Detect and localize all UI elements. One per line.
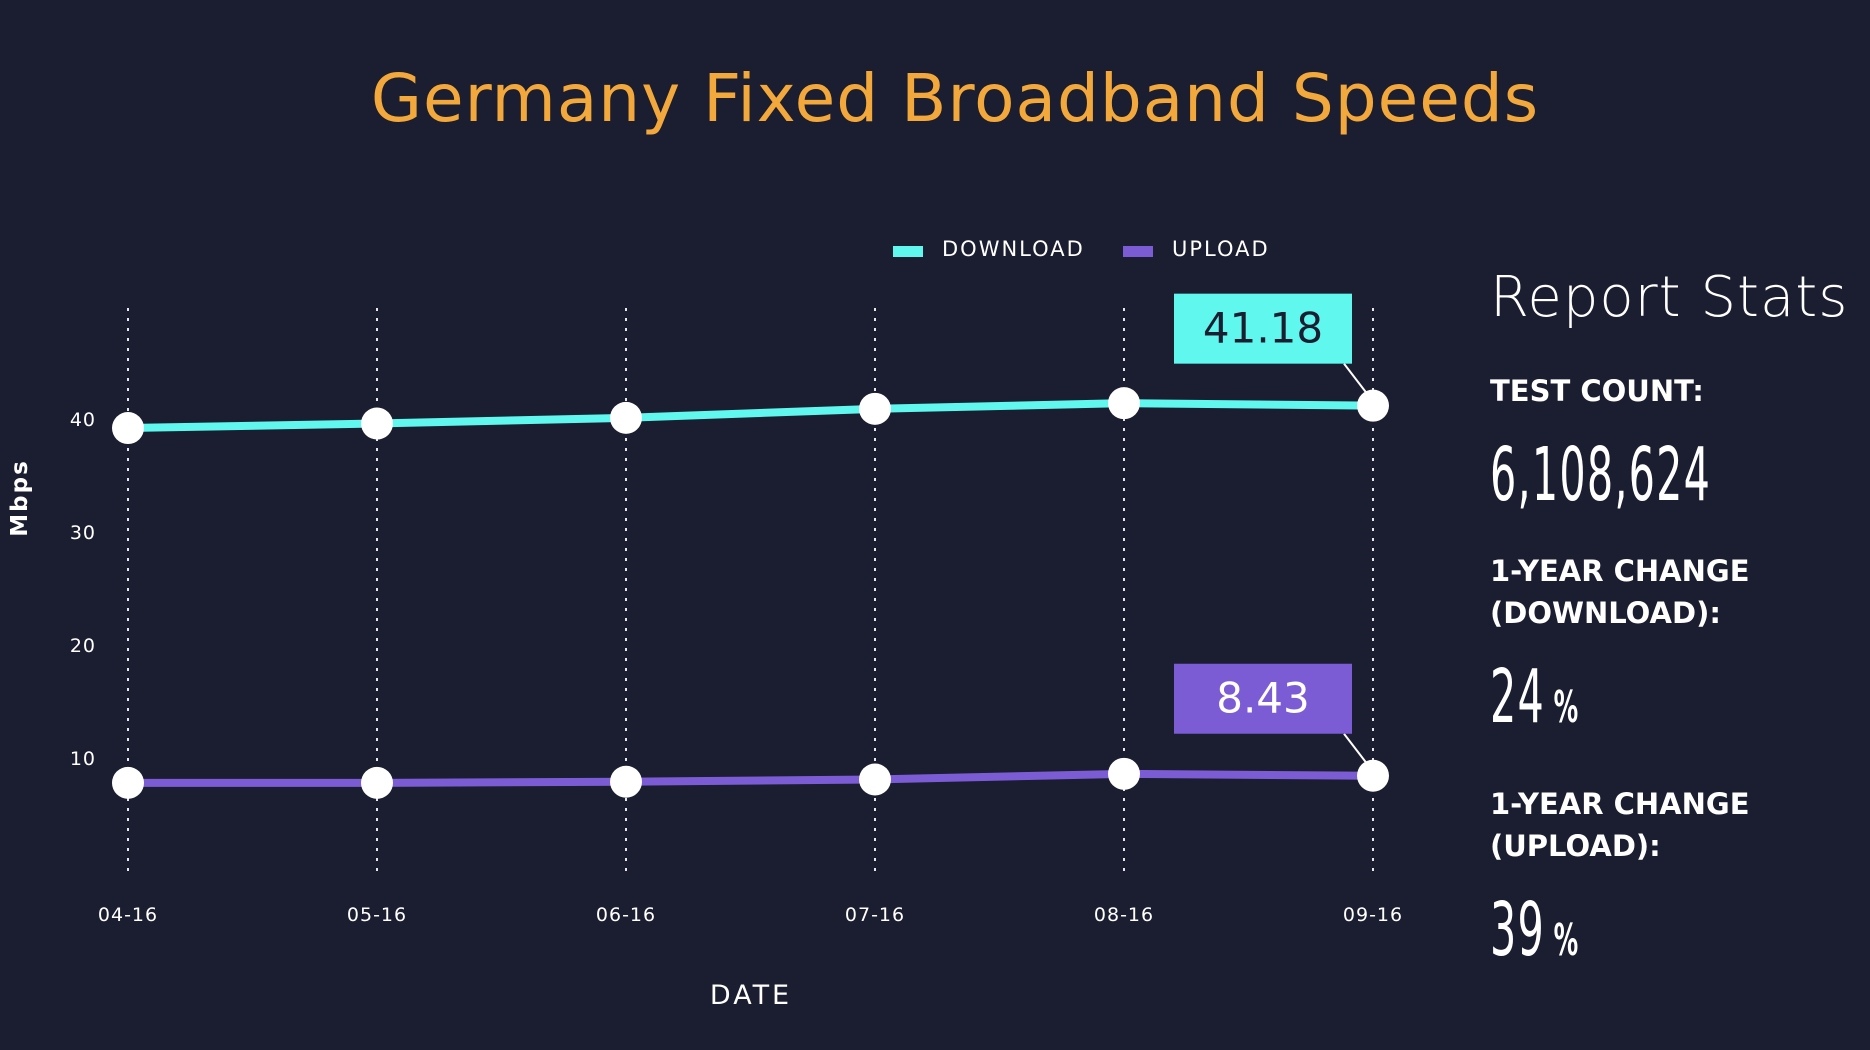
download-callout-label: 41.18 xyxy=(1203,304,1323,353)
upload-point xyxy=(112,766,144,799)
upload-change-number: 39 xyxy=(1490,887,1545,973)
y-tick-label: 30 xyxy=(70,522,96,544)
upload-callout-leader xyxy=(1343,733,1368,765)
y-tick-label: 20 xyxy=(70,635,96,657)
upload-callout-box xyxy=(1174,663,1352,734)
download-point xyxy=(859,392,891,425)
download-line xyxy=(124,399,1377,433)
upload-point xyxy=(610,765,642,798)
upload-line xyxy=(124,769,1377,787)
x-tick-label: 09-16 xyxy=(1343,904,1403,926)
upload-change-label: 1-YEAR CHANGE (UPLOAD): xyxy=(1490,787,1750,863)
upload-point xyxy=(1108,757,1140,790)
test-count-label: TEST COUNT: xyxy=(1490,374,1704,408)
report-stats-panel: Report Stats TEST COUNT: 6,108,624 1-YEA… xyxy=(1490,265,1870,1016)
line-chart: 10 20 30 40 04-16 05-16 06-16 07-16 08-16 09-16 DA… xyxy=(7,237,1403,1011)
x-tick-label: 05-16 xyxy=(347,904,407,926)
download-change-number: 24 xyxy=(1490,654,1545,740)
y-tick-label: 10 xyxy=(70,748,96,770)
upload-callout-label: 8.43 xyxy=(1216,674,1310,723)
download-change-unit: % xyxy=(1553,682,1579,733)
legend-swatch-upload xyxy=(1123,246,1153,257)
upload-point xyxy=(859,763,891,796)
download-point xyxy=(361,407,393,440)
chart-legend: DOWNLOAD UPLOAD xyxy=(893,237,1270,261)
report-stats-heading: Report Stats xyxy=(1490,265,1849,330)
download-change-label: 1-YEAR CHANGE (DOWNLOAD): xyxy=(1490,554,1750,630)
download-point xyxy=(112,412,144,445)
x-tick-label: 04-16 xyxy=(98,904,158,926)
download-callout-box xyxy=(1174,293,1352,364)
test-count-number: 6,108,624 xyxy=(1490,432,1712,518)
upload-change-value: 39% xyxy=(1490,885,1726,986)
upload-change-unit: % xyxy=(1553,915,1579,966)
download-point xyxy=(1357,389,1389,422)
x-tick-label: 08-16 xyxy=(1094,904,1154,926)
upload-point xyxy=(1357,759,1389,792)
x-tick-label: 07-16 xyxy=(845,904,905,926)
y-axis-label: Mbps xyxy=(7,459,33,537)
download-point xyxy=(1108,387,1140,420)
legend-label-download: DOWNLOAD xyxy=(942,237,1085,261)
download-callout-leader xyxy=(1343,363,1368,395)
upload-point xyxy=(361,766,393,799)
x-tick-label: 06-16 xyxy=(596,904,656,926)
download-change-value: 24% xyxy=(1490,652,1726,753)
test-count-value: 6,108,624 xyxy=(1490,430,1726,520)
download-point xyxy=(610,401,642,434)
y-tick-label: 40 xyxy=(70,409,96,431)
x-axis-label: DATE xyxy=(710,980,792,1011)
legend-label-upload: UPLOAD xyxy=(1172,237,1270,261)
page-title: Germany Fixed Broadband Speeds xyxy=(370,60,1540,137)
legend-swatch-download xyxy=(893,246,923,257)
